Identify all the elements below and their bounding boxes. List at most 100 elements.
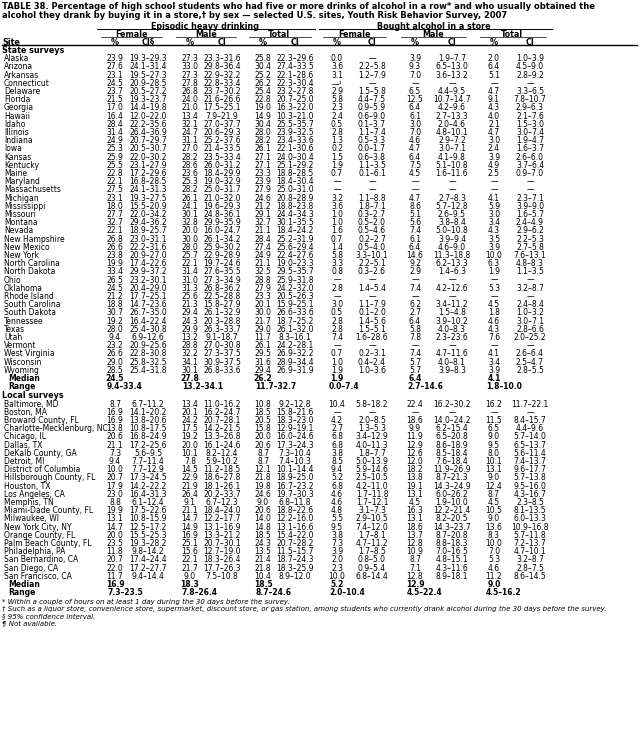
Text: 13.8–20.6: 13.8–20.6: [129, 416, 167, 425]
Text: 3.4: 3.4: [488, 357, 500, 366]
Text: 22.1: 22.1: [106, 227, 123, 236]
Text: 27.0: 27.0: [181, 144, 199, 153]
Text: Chicago, IL: Chicago, IL: [4, 432, 46, 441]
Text: 4.3–11.6: 4.3–11.6: [436, 564, 469, 573]
Text: 1.8–7.7: 1.8–7.7: [358, 449, 386, 458]
Text: 20.5–26.3: 20.5–26.3: [276, 292, 314, 301]
Text: 27.7: 27.7: [106, 210, 124, 219]
Text: CI: CI: [526, 38, 535, 47]
Text: —¹: —¹: [331, 79, 342, 88]
Text: 32.2: 32.2: [181, 349, 198, 358]
Text: 8.3–16.1: 8.3–16.1: [279, 333, 312, 342]
Text: 12.7–19.0: 12.7–19.0: [203, 547, 241, 557]
Text: —: —: [411, 276, 419, 285]
Text: 4.9: 4.9: [488, 160, 500, 170]
Text: 26.4: 26.4: [181, 490, 199, 499]
Text: 6.2–15.4: 6.2–15.4: [436, 424, 469, 433]
Text: 5.7: 5.7: [409, 357, 421, 366]
Text: 30.1: 30.1: [181, 210, 199, 219]
Text: 2.9–6.3: 2.9–6.3: [516, 103, 544, 112]
Text: 2.4–8.4: 2.4–8.4: [516, 300, 544, 309]
Text: 26.0–31.2: 26.0–31.2: [203, 160, 241, 170]
Text: 26.8–33.6: 26.8–33.6: [203, 366, 241, 374]
Text: Oklahoma: Oklahoma: [4, 284, 43, 293]
Text: 22.8: 22.8: [106, 169, 123, 178]
Text: —: —: [368, 79, 376, 88]
Text: 26.1–32.9: 26.1–32.9: [203, 308, 241, 317]
Text: 2.0–25.2: 2.0–25.2: [513, 333, 546, 342]
Text: Maine: Maine: [4, 169, 27, 178]
Text: 14.8: 14.8: [254, 522, 271, 531]
Text: 4.6–9.0: 4.6–9.0: [438, 243, 466, 252]
Text: 30.0: 30.0: [254, 308, 272, 317]
Text: 2.6–6.0: 2.6–6.0: [516, 152, 544, 161]
Text: 5.7–14.0: 5.7–14.0: [513, 432, 546, 441]
Text: Montana: Montana: [4, 218, 38, 227]
Text: 23.8: 23.8: [106, 251, 123, 260]
Text: 24.9: 24.9: [254, 251, 271, 260]
Text: Boston, MA: Boston, MA: [4, 408, 47, 417]
Text: 5.1: 5.1: [488, 71, 500, 80]
Text: 1.7–8.1: 1.7–8.1: [358, 531, 386, 540]
Text: 2.7: 2.7: [331, 424, 343, 433]
Text: 0.0–1.7: 0.0–1.7: [358, 144, 386, 153]
Text: 27.6: 27.6: [106, 62, 124, 71]
Text: 4.8–15.1: 4.8–15.1: [436, 556, 469, 565]
Text: 7.6: 7.6: [488, 333, 500, 342]
Text: %: %: [490, 38, 498, 47]
Text: 21.0: 21.0: [181, 103, 198, 112]
Text: Arizona: Arizona: [4, 62, 33, 71]
Text: —: —: [411, 292, 419, 301]
Text: 3.3–6.5: 3.3–6.5: [516, 87, 544, 96]
Text: 28.6: 28.6: [181, 160, 198, 170]
Text: —: —: [448, 408, 456, 417]
Text: 25.6: 25.6: [181, 292, 199, 301]
Text: 15.5–25.3: 15.5–25.3: [129, 531, 167, 540]
Text: 13.5: 13.5: [254, 547, 271, 557]
Text: 1.9–4.7: 1.9–4.7: [516, 136, 544, 145]
Text: 16.9: 16.9: [181, 531, 199, 540]
Text: Iowa: Iowa: [4, 144, 22, 153]
Text: 18.4–30.4: 18.4–30.4: [276, 177, 314, 186]
Text: 4.1: 4.1: [487, 374, 501, 383]
Text: 11.9–26.9: 11.9–26.9: [433, 465, 470, 474]
Text: 15.9–25.1: 15.9–25.1: [276, 300, 313, 309]
Text: 6.5: 6.5: [488, 424, 500, 433]
Text: 18.8–23.8: 18.8–23.8: [276, 202, 313, 211]
Text: 0.7: 0.7: [331, 169, 343, 178]
Text: 20.7–28.2: 20.7–28.2: [276, 539, 313, 548]
Text: —: —: [448, 292, 456, 301]
Text: 20.9–27.0: 20.9–27.0: [129, 251, 167, 260]
Text: 27.5: 27.5: [106, 186, 124, 195]
Text: 9.0: 9.0: [488, 473, 500, 482]
Text: 26.3–33.7: 26.3–33.7: [203, 325, 241, 334]
Text: Kentucky: Kentucky: [4, 160, 39, 170]
Text: 20.7–30.1: 20.7–30.1: [203, 539, 241, 548]
Text: 24.8–36.1: 24.8–36.1: [203, 210, 241, 219]
Text: 29.5: 29.5: [254, 349, 271, 358]
Text: 9.0: 9.0: [257, 498, 269, 507]
Text: 24.5: 24.5: [106, 284, 124, 293]
Text: 25.2–37.6: 25.2–37.6: [203, 136, 241, 145]
Text: 4.5–16.2: 4.5–16.2: [486, 588, 522, 597]
Text: 6.0–13.3: 6.0–13.3: [513, 514, 546, 523]
Text: 19.3–28.2: 19.3–28.2: [129, 539, 167, 548]
Text: 3.4: 3.4: [488, 218, 500, 227]
Text: 24.1: 24.1: [181, 202, 198, 211]
Text: 1.1–7.4: 1.1–7.4: [358, 128, 386, 137]
Text: 24.1–31.4: 24.1–31.4: [129, 62, 167, 71]
Text: 4.1: 4.1: [488, 194, 500, 203]
Text: 4.5: 4.5: [409, 498, 421, 507]
Text: District of Columbia: District of Columbia: [4, 465, 80, 474]
Text: 11.8: 11.8: [106, 547, 123, 557]
Text: 3.0–7.4: 3.0–7.4: [516, 128, 544, 137]
Text: 6.5: 6.5: [409, 87, 421, 96]
Text: —: —: [490, 79, 498, 88]
Text: 5.9–10.2: 5.9–10.2: [206, 457, 238, 466]
Text: 14.7: 14.7: [106, 522, 124, 531]
Text: 3.9–8.3: 3.9–8.3: [438, 366, 466, 374]
Text: —: —: [368, 186, 376, 195]
Text: 11.2–18.5: 11.2–18.5: [203, 465, 240, 474]
Text: Range: Range: [8, 382, 35, 392]
Text: 11.0–16.2: 11.0–16.2: [203, 400, 240, 409]
